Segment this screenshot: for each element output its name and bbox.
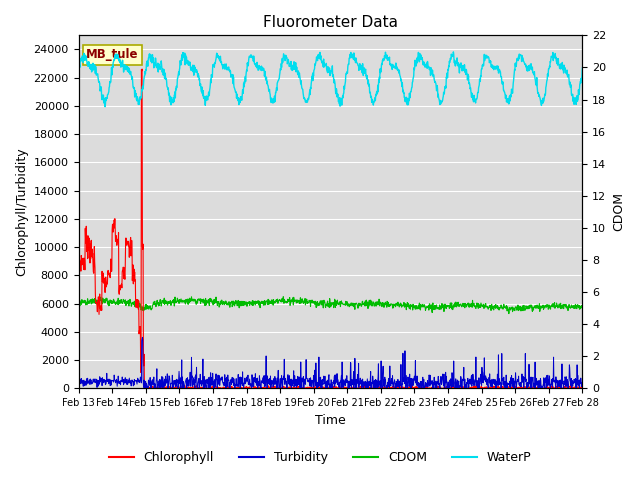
Legend: Chlorophyll, Turbidity, CDOM, WaterP: Chlorophyll, Turbidity, CDOM, WaterP	[104, 446, 536, 469]
Y-axis label: CDOM: CDOM	[612, 192, 625, 231]
Y-axis label: Chlorophyll/Turbidity: Chlorophyll/Turbidity	[15, 147, 28, 276]
Text: MB_tule: MB_tule	[86, 48, 139, 61]
X-axis label: Time: Time	[315, 414, 346, 427]
Title: Fluorometer Data: Fluorometer Data	[263, 15, 398, 30]
